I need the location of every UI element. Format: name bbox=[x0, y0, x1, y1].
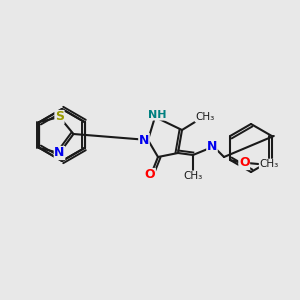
Text: S: S bbox=[55, 110, 64, 124]
Text: CH₃: CH₃ bbox=[259, 159, 278, 169]
Text: N: N bbox=[54, 146, 65, 160]
Text: N: N bbox=[139, 134, 149, 146]
Text: O: O bbox=[145, 169, 155, 182]
Text: O: O bbox=[239, 157, 250, 169]
Text: NH: NH bbox=[148, 110, 166, 120]
Text: N: N bbox=[207, 140, 217, 154]
Text: CH₃: CH₃ bbox=[183, 171, 202, 181]
Text: CH₃: CH₃ bbox=[195, 112, 214, 122]
